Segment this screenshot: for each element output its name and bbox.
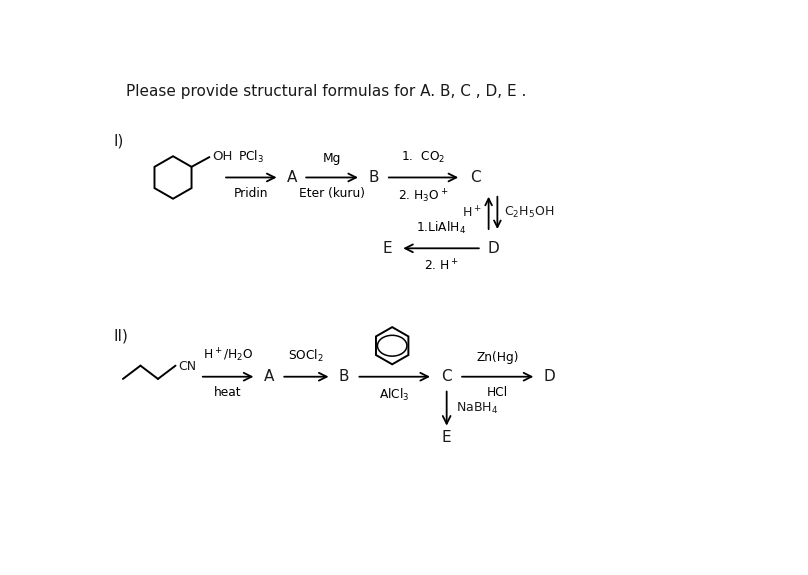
Text: Eter (kuru): Eter (kuru) — [299, 187, 365, 200]
Text: PCl$_3$: PCl$_3$ — [238, 149, 264, 165]
Text: B: B — [368, 170, 379, 185]
Text: Zn(Hg): Zn(Hg) — [477, 351, 519, 365]
Text: D: D — [487, 241, 499, 256]
Text: Please provide structural formulas for A. B, C , D, E .: Please provide structural formulas for A… — [126, 85, 527, 99]
Text: H$^+$: H$^+$ — [462, 205, 482, 221]
Text: 1.LiAlH$_4$: 1.LiAlH$_4$ — [416, 220, 466, 236]
Text: H$^+$/H$_2$O: H$^+$/H$_2$O — [203, 347, 253, 365]
Text: A: A — [287, 170, 297, 185]
Text: CN: CN — [178, 360, 196, 373]
Text: B: B — [339, 369, 349, 384]
Text: I): I) — [113, 133, 124, 148]
Text: heat: heat — [214, 386, 242, 400]
Text: 1.  CO$_2$: 1. CO$_2$ — [402, 150, 446, 165]
Text: C: C — [441, 369, 452, 384]
Text: HCl: HCl — [487, 386, 508, 400]
Text: C: C — [470, 170, 481, 185]
Text: A: A — [263, 369, 274, 384]
Text: 2. H$^+$: 2. H$^+$ — [423, 258, 458, 273]
Text: 2. H$_3$O$^+$: 2. H$_3$O$^+$ — [398, 187, 448, 205]
Text: D: D — [544, 369, 555, 384]
Text: Mg: Mg — [323, 152, 341, 165]
Text: E: E — [442, 430, 452, 445]
Text: AlCl$_3$: AlCl$_3$ — [380, 386, 410, 402]
Text: Pridin: Pridin — [234, 187, 268, 200]
Text: C$_2$H$_5$OH: C$_2$H$_5$OH — [504, 205, 554, 220]
Text: SOCl$_2$: SOCl$_2$ — [288, 348, 324, 365]
Text: E: E — [383, 241, 393, 256]
Text: NaBH$_4$: NaBH$_4$ — [456, 401, 499, 416]
Text: II): II) — [113, 328, 128, 343]
Text: OH: OH — [212, 150, 232, 163]
